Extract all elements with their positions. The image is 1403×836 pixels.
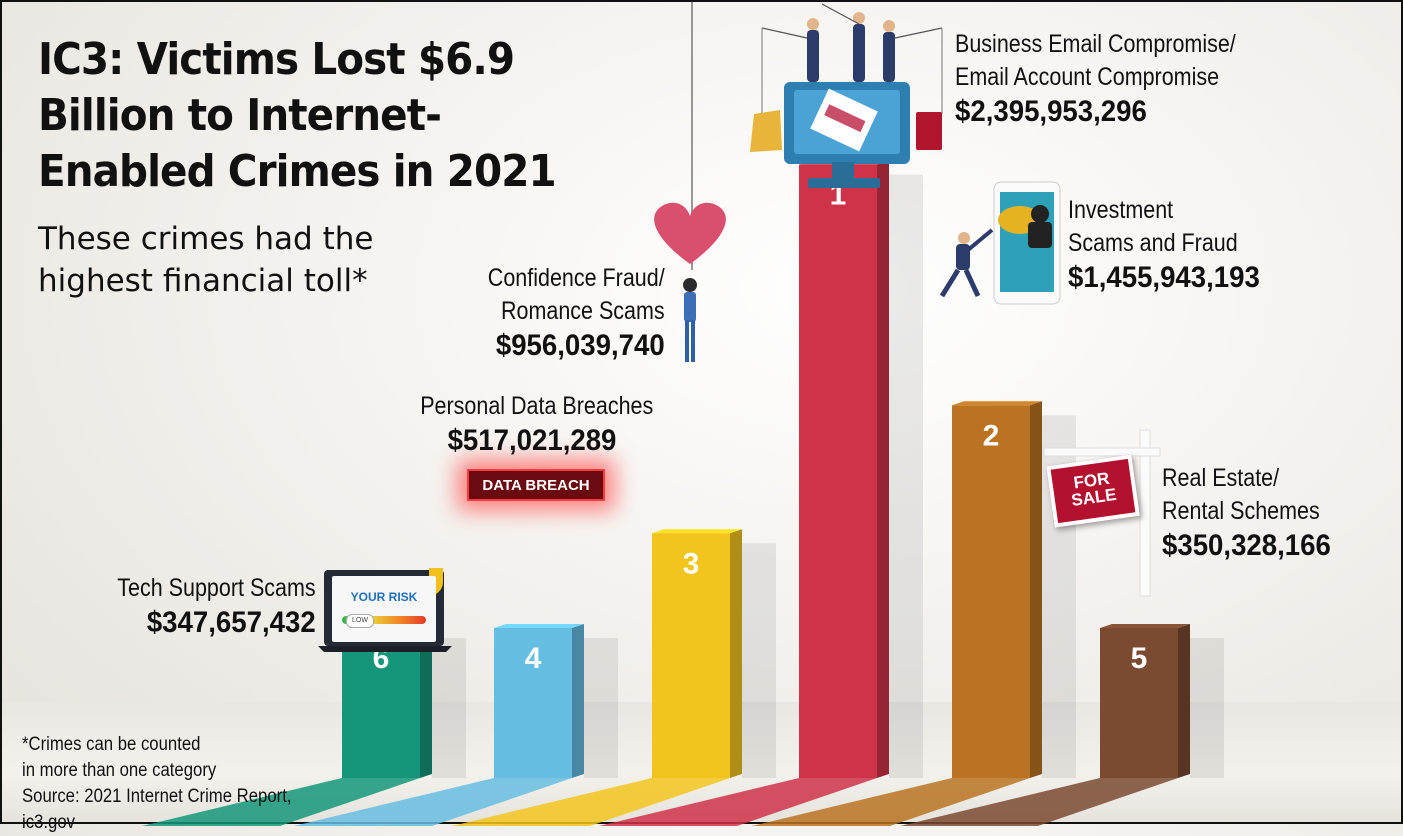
bar [494, 628, 572, 778]
category-name: Real Estate/ [1162, 464, 1280, 492]
bar-group [342, 160, 1190, 778]
data-label: $2,395,953,296 [955, 95, 1147, 128]
bar-wall-shadow [742, 543, 776, 778]
rank-label: 3 [683, 547, 700, 580]
bar-floor-streak [900, 778, 1178, 826]
envelope-icon [750, 110, 782, 152]
category-name: Investment [1068, 196, 1174, 224]
person-icon [683, 278, 697, 362]
heart-icon [654, 202, 726, 264]
bar-top [652, 529, 742, 534]
bar-side [730, 529, 742, 778]
category-name: Scams and Fraud [1068, 229, 1238, 257]
signpost-icon [1043, 429, 1161, 597]
bar-wall-shadow [889, 174, 923, 778]
category-label-investment: Investment Scams and Fraud $1,455,943,19… [1068, 194, 1277, 296]
bar-wall-shadow [1190, 638, 1224, 778]
fishermen-icon [761, 3, 943, 114]
page-title: IC3: Victims Lost $6.9 Billion to Intern… [38, 34, 557, 197]
bar-side [1178, 624, 1190, 778]
data-label: $517,021,289 [447, 424, 617, 457]
risk-meter-level: LOW [346, 614, 374, 628]
rank-label: 2 [983, 419, 1000, 452]
risk-meter-title: YOUR RISK [350, 590, 418, 604]
bar-top [1100, 624, 1190, 628]
credit-card-icon [916, 112, 942, 150]
investor-icon [939, 228, 994, 298]
bar-top [952, 401, 1042, 406]
category-name: Confidence Fraud/ [488, 264, 665, 292]
footnote-line: *Crimes can be counted [22, 734, 201, 755]
category-label-tech-support: Tech Support Scams $347,657,432 [85, 572, 316, 641]
bar-floor-streak [142, 778, 420, 826]
bar-floor-streak [452, 778, 730, 826]
data-label: $350,328,166 [1162, 529, 1331, 562]
for-sale-sign: FOR SALE [1046, 454, 1140, 528]
category-name: Personal Data Breaches [420, 392, 654, 420]
source-note: Source: 2021 Internet Crime Report, ic3.… [22, 786, 292, 833]
bar-floor-streak [752, 778, 1030, 826]
bar-shadows [142, 174, 1224, 826]
bar [952, 405, 1030, 778]
category-label-data-breaches: Personal Data Breaches $517,021,289 [402, 390, 662, 459]
monitor-icon [784, 82, 910, 188]
bar-wall-shadow [584, 638, 618, 778]
footnote: *Crimes can be counted in more than one … [22, 732, 339, 836]
category-name: Email Account Compromise [955, 63, 1220, 91]
category-label-real-estate: Real Estate/ Rental Schemes $350,328,166 [1162, 462, 1346, 564]
category-label-bec: Business Email Compromise/ Email Account… [955, 28, 1282, 130]
smartphone-icon [993, 181, 1061, 305]
category-name: Rental Schemes [1162, 497, 1320, 525]
bar [799, 164, 877, 778]
rank-label: 4 [525, 642, 542, 675]
category-name: Tech Support Scams [117, 574, 316, 602]
bar-floor-streak [294, 778, 572, 826]
category-name: Romance Scams [501, 297, 665, 325]
bar [652, 533, 730, 778]
bar [342, 628, 420, 778]
bar-side [572, 624, 584, 778]
bar-wall-shadow [432, 638, 466, 778]
bar-floor-streak [599, 778, 877, 826]
bar [1100, 628, 1178, 778]
footnote-line: in more than one category [22, 760, 217, 781]
data-label: $956,039,740 [496, 329, 665, 362]
bar-side [1030, 401, 1042, 778]
bar-side [877, 160, 889, 778]
risk-meter-screen: YOUR RISK LOW [332, 576, 436, 642]
data-breach-badge: DATA BREACH [467, 469, 605, 501]
bar-side [420, 624, 432, 778]
data-label: $347,657,432 [147, 606, 316, 639]
data-label: $1,455,943,193 [1068, 261, 1260, 294]
bar-top [494, 624, 584, 628]
category-label-romance-scams: Confidence Fraud/ Romance Scams $956,039… [459, 262, 665, 364]
category-name: Business Email Compromise/ [955, 30, 1236, 58]
page-subtitle: These crimes had the highest financial t… [38, 221, 374, 299]
risk-meter-bar [342, 616, 426, 624]
rank-label: 5 [1131, 642, 1148, 675]
